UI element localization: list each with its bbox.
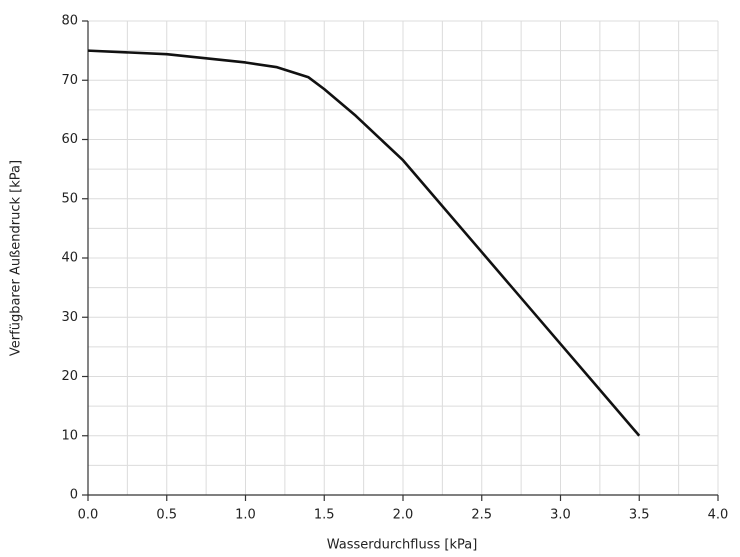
x-tick-label: 4.0	[708, 508, 729, 523]
x-tick-label: 2.5	[471, 508, 492, 523]
x-tick-label: 0.5	[156, 508, 177, 523]
y-tick-label: 20	[61, 369, 78, 384]
x-tick-label: 0.0	[78, 508, 99, 523]
x-tick-label: 1.5	[314, 508, 335, 523]
x-tick-label: 3.0	[550, 508, 571, 523]
x-tick-label: 3.5	[629, 508, 650, 523]
y-tick-label: 80	[61, 14, 78, 29]
y-tick-label: 30	[61, 310, 78, 325]
y-tick-label: 50	[61, 191, 78, 206]
y-tick-label: 60	[61, 132, 78, 147]
y-axis-label: Verfügbarer Außendruck [kPa]	[9, 160, 24, 356]
x-tick-label: 2.0	[393, 508, 414, 523]
x-tick-label: 1.0	[235, 508, 256, 523]
x-axis-label: Wasserdurchfluss [kPa]	[327, 538, 478, 553]
data-line	[87, 49, 641, 437]
y-tick-label: 40	[61, 251, 78, 266]
y-tick-label: 70	[61, 73, 78, 88]
y-tick-label: 0	[70, 488, 78, 503]
y-tick-label: 10	[61, 428, 78, 443]
